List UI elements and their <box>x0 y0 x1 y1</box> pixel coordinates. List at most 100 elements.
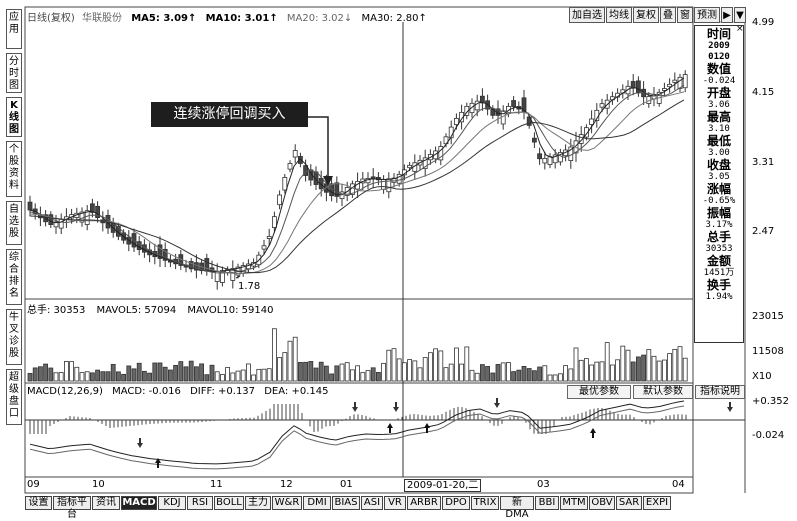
play-icon[interactable]: ▶ <box>721 7 733 23</box>
window-button[interactable]: 窗 <box>677 7 693 23</box>
tab-macd[interactable]: MACD <box>121 496 157 510</box>
tab-vr[interactable]: VR <box>384 496 406 510</box>
candle <box>188 261 194 270</box>
overlay-button[interactable]: 叠 <box>660 7 676 23</box>
data-panel-value: 3.05 <box>708 172 730 182</box>
candle <box>667 83 672 88</box>
data-panel-key: 最高 <box>706 110 731 124</box>
volume-bar <box>500 362 506 382</box>
candle <box>292 150 298 158</box>
candle <box>578 134 584 144</box>
data-panel: 时间 2009 0120 数值 -0.024 开盘 3.06 最高 3.10 最低 3.00 收盘 3… <box>694 25 744 343</box>
sidebar-item-kline[interactable]: K线图 <box>6 97 22 137</box>
tab--[interactable]: 主力 <box>245 496 271 510</box>
tab-trix[interactable]: TRIX <box>471 496 499 510</box>
tab-boll[interactable]: BOLL <box>214 496 244 510</box>
stock-name: 华联股份 <box>82 13 122 24</box>
candle <box>630 81 636 89</box>
tab-mtm[interactable]: MTM <box>560 496 588 510</box>
buy-signal-callout: 连续涨停回调买入 <box>151 102 308 127</box>
data-panel-key: 金额 <box>706 254 731 268</box>
macd-axis-label: -0.024 <box>752 430 785 441</box>
default-params-button[interactable]: 默认参数 <box>633 385 693 399</box>
ma-button[interactable]: 均线 <box>606 7 632 23</box>
forecast-button[interactable]: 预测 <box>694 7 720 23</box>
volume-bar <box>219 374 225 382</box>
volume-bar <box>651 355 657 382</box>
candle <box>511 100 517 108</box>
adjust-button[interactable]: 复权 <box>633 7 659 23</box>
volume-bar <box>178 361 184 382</box>
indicator-help-button[interactable]: 指标说明 <box>695 385 745 399</box>
volume-bar <box>563 365 568 382</box>
candle <box>27 201 33 211</box>
tab--[interactable]: 资讯 <box>92 496 120 510</box>
sidebar-item-level2[interactable]: 超级盘口 <box>6 369 22 425</box>
volume-bar <box>152 362 158 382</box>
arrow-up-icon <box>387 423 393 433</box>
tab-obv[interactable]: OBV <box>589 496 615 510</box>
tab-kdj[interactable]: KDJ <box>158 496 186 510</box>
volume-bar <box>521 366 527 382</box>
callout-pointer <box>308 116 333 186</box>
mavol5-value: MAVOL5: 57094 <box>96 305 177 316</box>
data-panel-key: 振幅 <box>706 206 731 220</box>
data-panel-key: 换手 <box>706 278 731 292</box>
volume-bar <box>131 368 137 382</box>
total-volume: 总手: 30353 <box>27 305 86 316</box>
tab-expi[interactable]: EXPI <box>643 496 671 510</box>
volume-bar <box>485 366 491 382</box>
sidebar-item-app[interactable]: 应用 <box>6 9 22 49</box>
candle <box>162 248 168 261</box>
data-panel-value: 2009 0120 <box>708 41 730 62</box>
volume-bar <box>542 365 548 382</box>
tab-dmi[interactable]: DMI <box>303 496 331 510</box>
price-axis-label: 2.47 <box>752 226 775 237</box>
sidebar-item-profile[interactable]: 个股资料 <box>6 141 22 197</box>
macd-header: MACD(12,26,9) MACD: -0.016 DIFF: +0.137 … <box>27 386 328 397</box>
sidebar-item-ranking[interactable]: 综合排名 <box>6 249 22 305</box>
sidebar-item-diagnosis[interactable]: 牛叉诊股 <box>6 309 22 365</box>
tab-bbi[interactable]: BBI <box>535 496 559 510</box>
candle <box>599 103 605 108</box>
date-tick: 01 <box>340 479 353 490</box>
dropdown-icon[interactable]: ▼ <box>734 7 746 23</box>
volume-bar <box>95 369 100 382</box>
volume-bar <box>344 362 350 382</box>
tab-asi[interactable]: ASI <box>361 496 383 510</box>
tab-sar[interactable]: SAR <box>616 496 642 510</box>
volume-bar <box>422 357 428 382</box>
volume-bar <box>505 362 511 382</box>
volume-bar <box>443 367 449 382</box>
volume-bar <box>157 362 163 382</box>
volume-bar <box>625 349 631 382</box>
data-panel-key: 收盘 <box>706 158 731 172</box>
tab--[interactable]: 设置 <box>25 496 52 510</box>
tab-arbr[interactable]: ARBR <box>407 496 441 510</box>
volume-bar <box>64 361 69 382</box>
volume-bar <box>251 374 257 382</box>
sidebar-item-intraday[interactable]: 分时图 <box>6 53 22 93</box>
add-watchlist-button[interactable]: 加自选 <box>569 7 605 23</box>
candle <box>266 236 272 239</box>
tab-w-r[interactable]: W&R <box>272 496 302 510</box>
data-panel-value: 1451万 <box>703 268 735 278</box>
volume-bar <box>459 363 465 382</box>
candle <box>464 105 470 116</box>
tab-bias[interactable]: BIAS <box>332 496 360 510</box>
candle <box>407 164 413 169</box>
macd-line <box>29 405 685 470</box>
volume-bar <box>256 368 262 382</box>
volume-bar <box>38 366 43 382</box>
volume-bars <box>27 328 688 382</box>
optimal-params-button[interactable]: 最优参数 <box>567 385 631 399</box>
volume-bar <box>230 372 236 382</box>
date-tick: 11 <box>210 479 223 490</box>
sidebar-item-watchlist[interactable]: 自选股 <box>6 201 22 245</box>
tab--dma[interactable]: 新DMA <box>500 496 534 520</box>
tab-rsi[interactable]: RSI <box>187 496 213 510</box>
tab--[interactable]: 指标平台 <box>53 496 91 520</box>
tab-dpo[interactable]: DPO <box>442 496 470 510</box>
close-icon[interactable]: × <box>736 24 744 34</box>
